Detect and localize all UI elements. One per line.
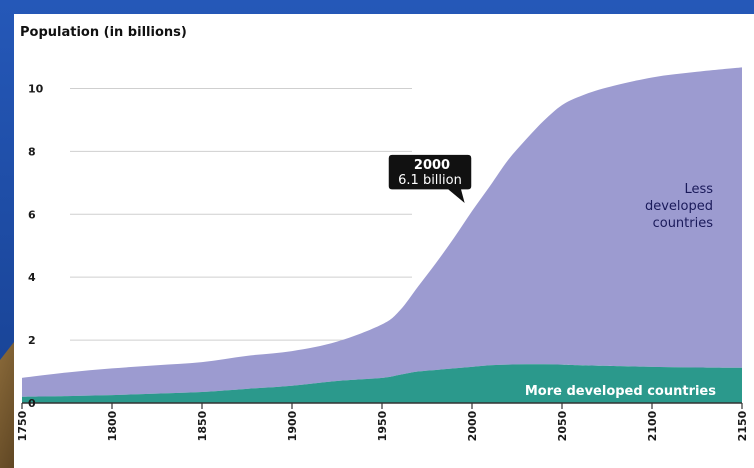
y-tick-label-8: 8 [28,145,36,158]
x-tick-label-1750: 1750 [16,410,29,441]
x-axis: 1750 1800 1850 1900 1950 2000 2050 2100 2150 [16,403,749,441]
less-developed-label-line-1: Less [684,182,713,197]
x-tick-label-1950: 1950 [376,410,389,441]
x-tick-label-2000: 2000 [466,410,479,441]
less-developed-label-line-2: developed [645,199,713,214]
y-tick-label-2: 2 [28,334,36,347]
area-more-developed [22,364,742,403]
less-developed-label: Less developed countries [645,182,713,231]
callout-year: 2000 [414,158,450,173]
callout-2000: 2000 6.1 billion [387,153,473,208]
y-tick-label-4: 4 [28,271,36,284]
more-developed-label: More developed countries [525,384,716,399]
y-tick-label-0: 0 [28,397,36,410]
callout-value: 6.1 billion [398,173,462,188]
chart-title: Population (in billions) [20,25,187,40]
x-tick-label-1900: 1900 [286,410,299,441]
y-tick-label-10: 10 [28,82,44,95]
callout-box [387,153,473,208]
less-developed-label-line-3: countries [653,216,714,231]
y-tick-label-6: 6 [28,208,36,221]
x-tick-label-1800: 1800 [106,410,119,441]
x-tick-label-2100: 2100 [646,410,659,441]
x-tick-label-2050: 2050 [556,410,569,441]
y-axis: 0 2 4 6 8 10 [28,82,44,410]
x-tick-label-2150: 2150 [736,410,749,441]
area-less-developed [22,67,742,397]
x-tick-label-1850: 1850 [196,410,209,441]
